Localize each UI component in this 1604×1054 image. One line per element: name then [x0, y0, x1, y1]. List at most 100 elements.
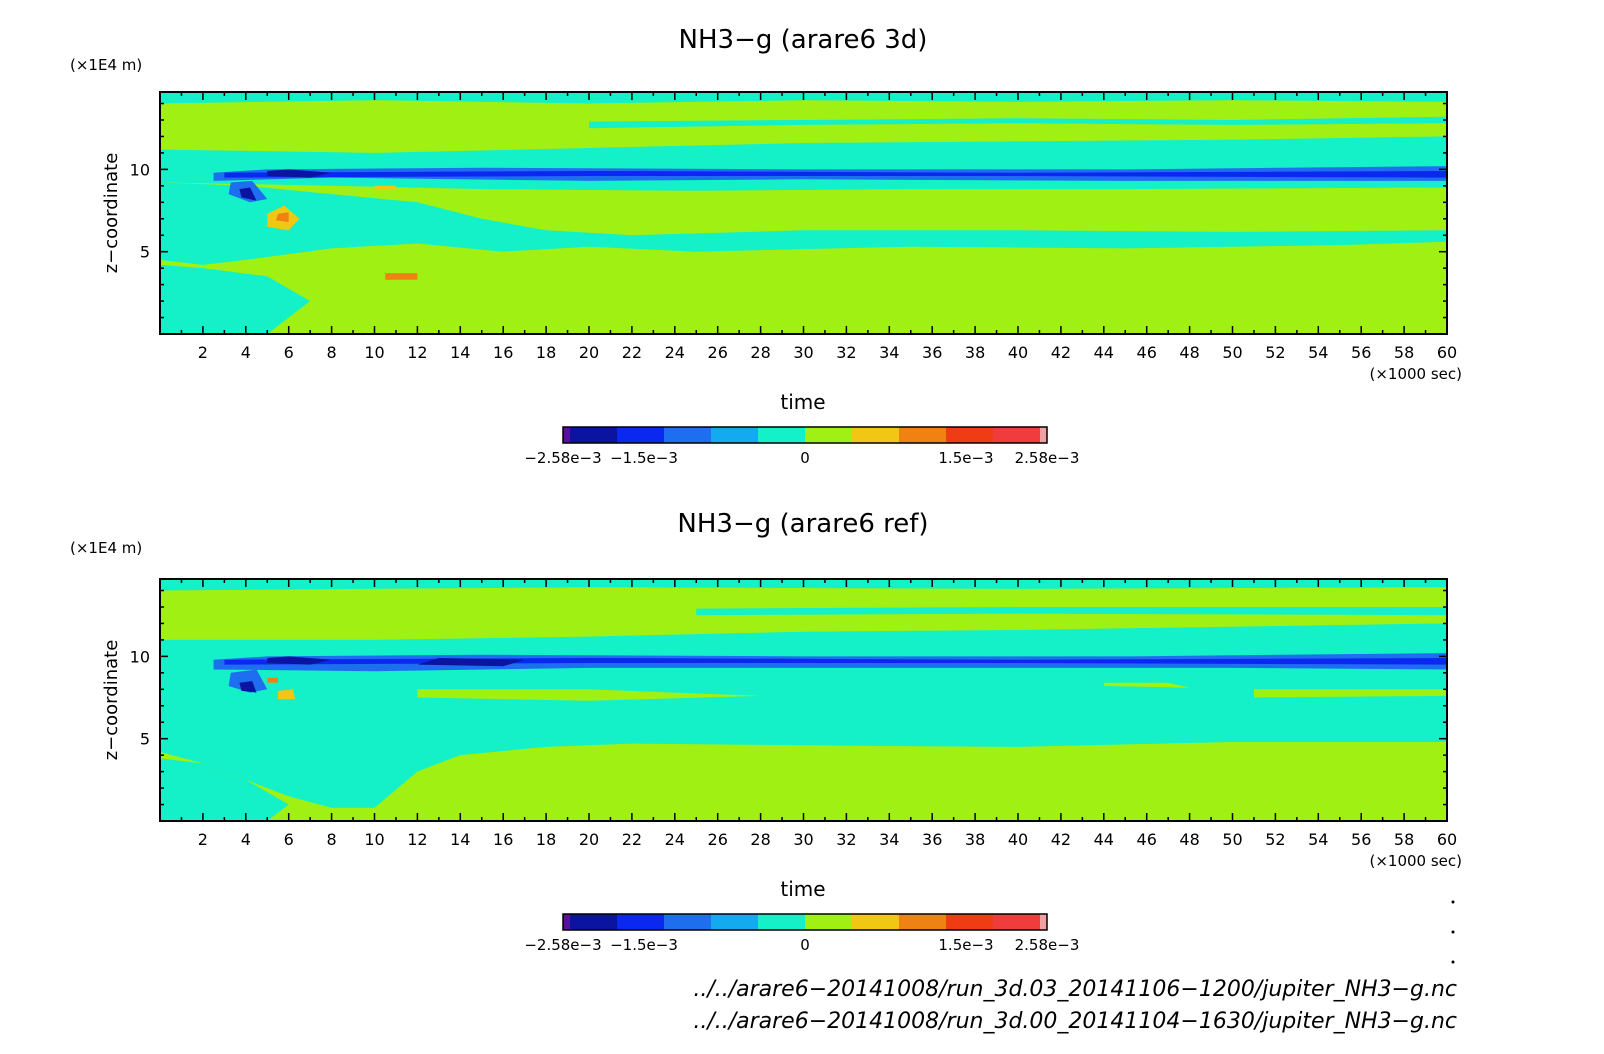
x-tick-label: 16 — [493, 343, 513, 362]
dot-mark — [1451, 900, 1455, 904]
x-tick-label: 32 — [836, 830, 856, 849]
x-tick-label: 56 — [1351, 343, 1371, 362]
colorbar-swatch — [993, 427, 1040, 443]
colorbar-frame — [562, 913, 1048, 931]
x-tick-label: 40 — [1008, 830, 1028, 849]
heatmap-region — [385, 273, 418, 280]
x-tick-label: 52 — [1265, 343, 1285, 362]
y-axis: 5 10 — [130, 102, 1447, 319]
chart-title: NH3−g (arare6 ref) — [677, 509, 928, 539]
heatmap-region — [1254, 689, 1447, 698]
x-axis-label: time — [780, 390, 825, 414]
colorbar-swatch — [664, 427, 711, 443]
x-tick-label: 52 — [1265, 830, 1285, 849]
colorbar-label: 1.5e−3 — [938, 449, 993, 467]
heatmap-region — [160, 264, 311, 334]
y-unit-label: (×1E4 m) — [70, 56, 142, 74]
x-tick-label: 8 — [327, 343, 337, 362]
heatmap-area — [160, 579, 1447, 821]
colorbar-swatch — [993, 914, 1040, 930]
x-axis: 2 4 6 8 10 12 14 16 18 20 22 24 26 28 30 32 34 36 38 40 42 44… — [159, 579, 1457, 849]
x-tick-label: 60 — [1437, 830, 1457, 849]
heatmap-region — [160, 182, 1447, 265]
colorbar-swatch — [758, 427, 805, 443]
x-tick-label: 26 — [708, 830, 728, 849]
colorbar-swatch — [899, 914, 946, 930]
footer-path-1: ../../arare6−20141008/run_3d.03_20141106… — [693, 977, 1457, 1002]
x-tick-label: 46 — [1137, 830, 1157, 849]
y-tick-label: 10 — [130, 647, 150, 666]
y-axis: 5 10 — [130, 589, 1447, 806]
colorbar-swatch — [1040, 914, 1047, 930]
x-tick-label: 40 — [1008, 343, 1028, 362]
colorbar-label: 1.5e−3 — [938, 936, 993, 954]
x-tick-label: 14 — [450, 830, 470, 849]
chart-title: NH3−g (arare6 3d) — [679, 25, 928, 55]
x-tick-label: 58 — [1394, 343, 1414, 362]
x-unit-label: (×1000 sec) — [1369, 852, 1462, 870]
colorbar-swatch — [617, 914, 664, 930]
x-tick-label: 54 — [1308, 830, 1328, 849]
x-tick-label: 18 — [536, 830, 556, 849]
heatmap-region — [224, 658, 1447, 665]
x-tick-label: 4 — [241, 830, 251, 849]
y-tick-label: 5 — [140, 730, 150, 749]
x-tick-label: 22 — [622, 830, 642, 849]
colorbar-label: 0 — [800, 936, 810, 954]
x-axis: 2 4 6 8 10 12 14 16 18 20 22 24 26 28 30 32 34 36 38 40 42 44… — [159, 92, 1457, 362]
x-unit-label: (×1000 sec) — [1369, 365, 1462, 383]
colorbar-swatch — [617, 427, 664, 443]
colorbar-label: −2.58e−3 — [524, 936, 601, 954]
x-tick-label: 26 — [708, 343, 728, 362]
x-tick-label: 10 — [364, 830, 384, 849]
heatmap-region — [696, 607, 1447, 616]
x-tick-label: 38 — [965, 343, 985, 362]
x-tick-label: 24 — [665, 830, 685, 849]
colorbar-swatch — [570, 914, 617, 930]
x-tick-label: 36 — [922, 830, 942, 849]
x-axis-label: time — [780, 877, 825, 901]
heatmap-region — [160, 758, 289, 821]
dot-mark — [1451, 930, 1455, 934]
heatmap-region — [228, 669, 268, 693]
colorbar-label: −2.58e−3 — [524, 449, 601, 467]
colorbar-swatch — [758, 914, 805, 930]
x-tick-label: 34 — [879, 343, 899, 362]
chart-panel-top: NH3−g (arare6 3d) (×1E4 m) z−coordinate … — [70, 25, 1462, 467]
x-tick-label: 60 — [1437, 343, 1457, 362]
x-tick-label: 16 — [493, 830, 513, 849]
x-tick-label: 48 — [1179, 343, 1199, 362]
colorbar-swatch — [805, 427, 852, 443]
x-tick-label: 50 — [1222, 343, 1242, 362]
x-tick-label: 22 — [622, 343, 642, 362]
x-tick-label: 30 — [793, 830, 813, 849]
x-tick-label: 38 — [965, 830, 985, 849]
y-axis-label: z−coordinate — [101, 640, 122, 761]
footer-path-2: ../../arare6−20141008/run_3d.00_20141104… — [693, 1009, 1457, 1034]
x-tick-label: 2 — [198, 830, 208, 849]
heatmap-region — [267, 656, 332, 665]
colorbar: −2.58e−3 −1.5e−3 0 1.5e−3 2.58e−3 — [524, 913, 1079, 954]
x-tick-label: 44 — [1094, 830, 1114, 849]
colorbar-swatch — [946, 427, 993, 443]
heatmap-region — [239, 187, 257, 201]
x-tick-label: 6 — [284, 343, 294, 362]
y-unit-label: (×1E4 m) — [70, 539, 142, 557]
colorbar-swatch — [852, 914, 899, 930]
heatmap-region — [267, 169, 332, 178]
colorbar-swatch — [805, 914, 852, 930]
x-tick-label: 56 — [1351, 830, 1371, 849]
heatmap-region — [239, 681, 257, 693]
x-tick-label: 34 — [879, 830, 899, 849]
colorbar-swatch — [664, 914, 711, 930]
heatmap-region — [589, 116, 1447, 129]
heatmap-region — [1103, 682, 1190, 688]
x-tick-label: 54 — [1308, 343, 1328, 362]
x-tick-label: 42 — [1051, 343, 1071, 362]
y-axis-label: z−coordinate — [101, 153, 122, 274]
x-tick-label: 2 — [198, 343, 208, 362]
heatmap-region — [224, 171, 1447, 178]
colorbar-swatch — [563, 914, 570, 930]
y-tick-label: 5 — [140, 243, 150, 262]
